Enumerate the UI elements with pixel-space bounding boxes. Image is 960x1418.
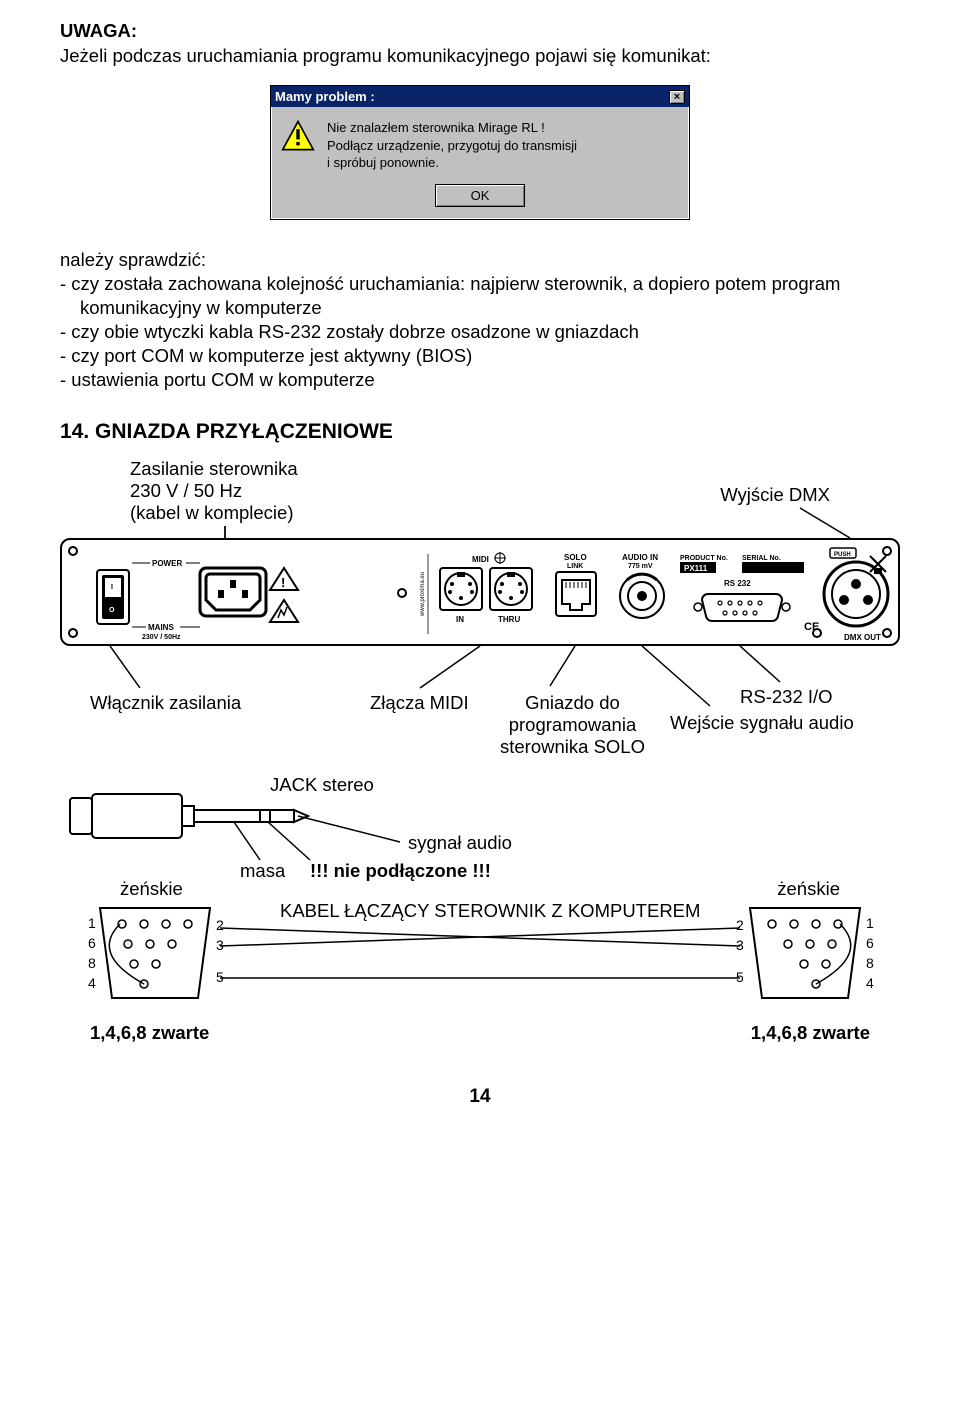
audio-in-label: Wejście sygnału audio <box>670 712 854 734</box>
rear-panel-diagram: POWER I O ! MAINS 230V / 50Hz <box>60 538 900 646</box>
svg-text:8: 8 <box>88 955 96 971</box>
intro-text: Jeżeli podczas uruchamiania programu kom… <box>60 44 900 67</box>
zwarte-right: 1,4,6,8 zwarte <box>751 1022 870 1044</box>
error-dialog: Mamy problem : × Nie znalazłem sterownik… <box>270 85 690 220</box>
svg-text:6: 6 <box>866 935 874 951</box>
svg-text:O: O <box>109 607 115 614</box>
close-icon[interactable]: × <box>669 90 685 104</box>
svg-text:CE: CE <box>804 621 819 633</box>
uwaga-heading: UWAGA: <box>60 20 900 42</box>
svg-text:THRU: THRU <box>498 615 520 624</box>
midi-label: Złącza MIDI <box>370 692 469 714</box>
warning-icon <box>281 119 315 172</box>
jack-title: JACK stereo <box>270 774 374 796</box>
svg-text:230V / 50Hz: 230V / 50Hz <box>142 634 181 641</box>
svg-text:PUSH: PUSH <box>834 552 851 558</box>
svg-text:PRODUCT No.: PRODUCT No. <box>680 555 728 562</box>
solo-label-2: programowania <box>500 714 645 736</box>
svg-text:I: I <box>111 584 113 591</box>
svg-text:1: 1 <box>88 915 96 931</box>
svg-text:3: 3 <box>736 937 744 953</box>
svg-text:4: 4 <box>88 975 96 991</box>
dialog-line3: i spróbuj ponownie. <box>327 154 577 172</box>
check1: - czy została zachowana kolejność urucha… <box>60 272 900 296</box>
svg-text:!: ! <box>281 575 285 590</box>
check-intro: należy sprawdzić: <box>60 248 900 272</box>
svg-text:2: 2 <box>736 917 744 933</box>
check2: - czy obie wtyczki kabla RS-232 zostały … <box>60 320 900 344</box>
svg-text:SERIAL No.: SERIAL No. <box>742 555 781 562</box>
svg-text:RS 232: RS 232 <box>724 579 751 588</box>
svg-text:5: 5 <box>736 969 744 985</box>
zwarte-left: 1,4,6,8 zwarte <box>90 1022 209 1044</box>
svg-text:8: 8 <box>866 955 874 971</box>
svg-text:PX111: PX111 <box>684 564 708 573</box>
svg-text:775 mV: 775 mV <box>628 563 653 570</box>
page-number: 14 <box>60 1086 900 1108</box>
solo-label-3: sterownika SOLO <box>500 736 645 758</box>
solo-label-1: Gniazdo do <box>500 692 645 714</box>
svg-text:www.proxima.eu: www.proxima.eu <box>420 572 426 617</box>
svg-text:DMX OUT: DMX OUT <box>844 633 881 642</box>
check1b: komunikacyjny w komputerze <box>80 296 900 320</box>
power-text: POWER <box>152 559 182 568</box>
dialog-title: Mamy problem : <box>275 89 375 104</box>
svg-text:MIDI: MIDI <box>472 555 489 564</box>
svg-text:3: 3 <box>216 937 224 953</box>
svg-text:2: 2 <box>216 917 224 933</box>
cable-title: KABEL ŁĄCZĄCY STEROWNIK Z KOMPUTEREM <box>280 900 700 922</box>
svg-text:1: 1 <box>866 915 874 931</box>
section-14-title: 14. GNIAZDA PRZYŁĄCZENIOWE <box>60 420 900 444</box>
svg-text:SOLO: SOLO <box>564 553 587 562</box>
check3: - czy port COM w komputerze jest aktywny… <box>60 344 900 368</box>
svg-text:LINK: LINK <box>567 563 583 570</box>
ok-button[interactable]: OK <box>435 184 525 207</box>
svg-text:AUDIO IN: AUDIO IN <box>622 553 658 562</box>
dialog-line2: Podłącz urządzenie, przygotuj do transmi… <box>327 137 577 155</box>
svg-text:IN: IN <box>456 615 464 624</box>
svg-text:6: 6 <box>88 935 96 951</box>
power-switch-label: Włącznik zasilania <box>90 692 241 714</box>
rs232-label: RS-232 I/O <box>740 686 833 708</box>
svg-text:5: 5 <box>216 969 224 985</box>
signal-label: sygnał audio <box>408 832 512 854</box>
svg-text:MAINS: MAINS <box>148 623 174 632</box>
svg-text:4: 4 <box>866 975 874 991</box>
female-left: żeńskie <box>120 878 183 900</box>
female-right: żeńskie <box>777 878 840 900</box>
dialog-line1: Nie znalazłem sterownika Mirage RL ! <box>327 119 577 137</box>
check4: - ustawienia portu COM w komputerze <box>60 368 900 392</box>
